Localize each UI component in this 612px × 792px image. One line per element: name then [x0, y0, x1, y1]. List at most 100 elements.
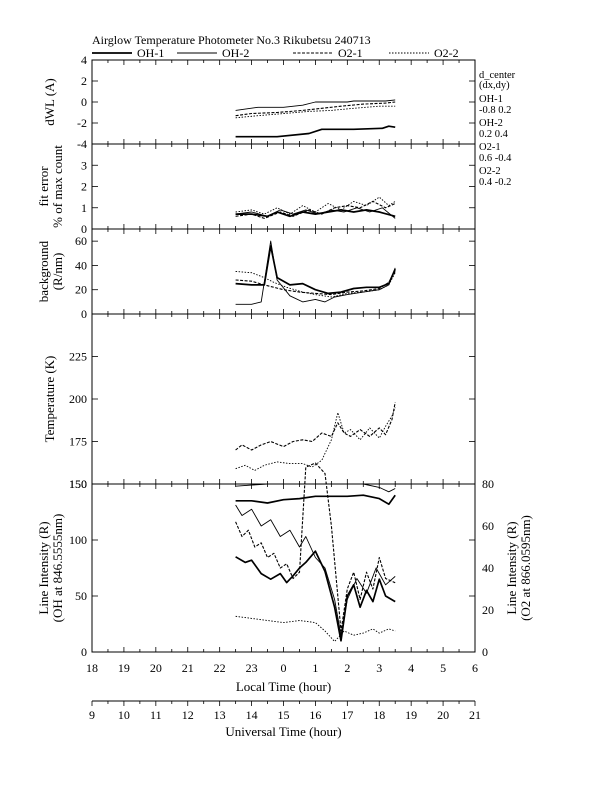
y-tick-label: 150	[69, 477, 87, 491]
y-tick-label: 20	[75, 283, 87, 297]
ut-tick-label: 15	[278, 708, 290, 722]
x-tick-label: 3	[376, 661, 382, 675]
panel-temp: 225 200 175 150 Temperature (K)	[42, 313, 476, 491]
legend: OH-1 OH-2 O2-1 O2-2	[92, 46, 459, 60]
panel-frame	[91, 483, 476, 653]
y-tick-label: 150	[69, 477, 87, 491]
ut-axis-label: Universal Time (hour)	[225, 724, 341, 739]
side-note-name: O2-2	[479, 166, 501, 177]
y-tick-label: 0	[81, 95, 87, 109]
y-tick-label: 1	[81, 201, 87, 215]
series-oh-1-b	[235, 550, 396, 642]
side-note-value: 0.2 0.4	[479, 129, 509, 140]
x-tick-label: 4	[408, 661, 414, 675]
y-axis-label: dWL (A)	[42, 78, 57, 126]
y2-tick-label: 80	[482, 477, 494, 491]
series-o2-1	[235, 101, 396, 117]
x-tick-label: 5	[440, 661, 446, 675]
ut-tick-label: 18	[373, 708, 385, 722]
y-axis-label: background	[36, 240, 51, 302]
x-axis-label: Local Time (hour)	[236, 679, 331, 694]
y-tick-label: 3	[81, 158, 87, 172]
y-tick-label: 175	[69, 435, 87, 449]
ut-tick-label: 17	[341, 708, 353, 722]
x-tick-label: 1	[312, 661, 318, 675]
y2-axis-label: Line Intensity (R)	[504, 521, 519, 614]
side-note: d_center(dx,dy) OH-1-0.8 0.2 OH-20.2 0.4 O2…	[479, 70, 516, 188]
legend-label-oh-2: OH-2	[222, 46, 249, 60]
series-oh-1	[235, 125, 396, 138]
panel-frame	[91, 313, 476, 485]
y-axis-label: Temperature (K)	[42, 356, 57, 443]
panel-fit: 3 2 1 0 fit error% of max count	[36, 143, 476, 236]
y-tick-label: 2	[81, 74, 87, 88]
y-tick-label: -4	[77, 137, 87, 151]
x-tick-label: 20	[150, 661, 162, 675]
x-tick-label: 23	[246, 661, 258, 675]
side-note-value: -0.8 0.2	[479, 105, 511, 116]
legend-label-o2-2: O2-2	[434, 46, 459, 60]
ut-tick-label: 14	[246, 708, 258, 722]
side-note-value: 0.4 -0.2	[479, 177, 511, 188]
ut-tick-label: 19	[405, 708, 417, 722]
ut-tick-label: 21	[469, 708, 481, 722]
y-tick-label: 0	[81, 222, 87, 236]
y-tick-label: 60	[75, 234, 87, 248]
x-tick-label: 18	[86, 661, 98, 675]
ut-tick-label: 13	[214, 708, 226, 722]
y2-tick-label: 20	[482, 603, 494, 617]
series-o2-2	[235, 407, 396, 471]
y-tick-label: 225	[69, 350, 87, 364]
series-oh-2	[235, 99, 396, 111]
series-o2-1	[235, 271, 396, 296]
y-axis-label: (OH at 846.5555nm)	[50, 514, 65, 623]
y-tick-label: -2	[77, 116, 87, 130]
side-note-name: OH-2	[479, 118, 503, 129]
y-tick-label: 0	[81, 645, 87, 659]
side-note-header: d_center	[479, 70, 516, 81]
panel-frame	[91, 228, 476, 315]
y2-tick-label: 0	[482, 645, 488, 659]
ut-tick-label: 9	[89, 708, 95, 722]
side-note-value: 0.6 -0.4	[479, 153, 512, 164]
y-tick-label: 40	[75, 258, 87, 272]
x-tick-label: 0	[281, 661, 287, 675]
panel-frame	[91, 143, 476, 230]
x-tick-label: 22	[214, 661, 226, 675]
panel-bg: 60 40 20 0 background (R/nm)	[36, 228, 476, 321]
series-oh-2-b	[235, 504, 396, 636]
x-tick-label: 21	[182, 661, 194, 675]
y-axis-label: fit error	[36, 166, 51, 207]
y-axis-label: (R/nm)	[50, 253, 65, 291]
y-axis-label: % of max count	[50, 145, 65, 228]
y-tick-label: 50	[75, 589, 87, 603]
x-tick-label: 2	[344, 661, 350, 675]
ut-tick-label: 11	[150, 708, 162, 722]
series-o2-2	[235, 615, 396, 642]
y-tick-label: 4	[81, 53, 87, 67]
series-oh-1	[235, 245, 396, 295]
y-tick-label: 2	[81, 180, 87, 194]
y2-tick-label: 60	[482, 519, 494, 533]
side-note-name: OH-1	[479, 94, 503, 105]
series-oh-1	[235, 494, 396, 506]
y2-axis-label: (O2 at 866.0595nm)	[518, 515, 533, 621]
series-oh-2	[235, 483, 396, 493]
x-tick-label: 6	[472, 661, 478, 675]
y-tick-label: 100	[69, 533, 87, 547]
side-note-name: O2-1	[479, 142, 501, 153]
y-axis-label: Line Intensity (R)	[36, 521, 51, 614]
series-o2-1	[235, 402, 396, 451]
chart-title: Airglow Temperature Photometer No.3 Riku…	[92, 33, 371, 47]
side-note-subheader: (dx,dy)	[479, 80, 510, 91]
panel-frame	[91, 59, 476, 145]
x-tick-label: 19	[118, 661, 130, 675]
ut-tick-label: 20	[437, 708, 449, 722]
y2-tick-label: 40	[482, 561, 494, 575]
series-oh-2	[235, 240, 396, 305]
ut-tick-label: 16	[309, 708, 321, 722]
